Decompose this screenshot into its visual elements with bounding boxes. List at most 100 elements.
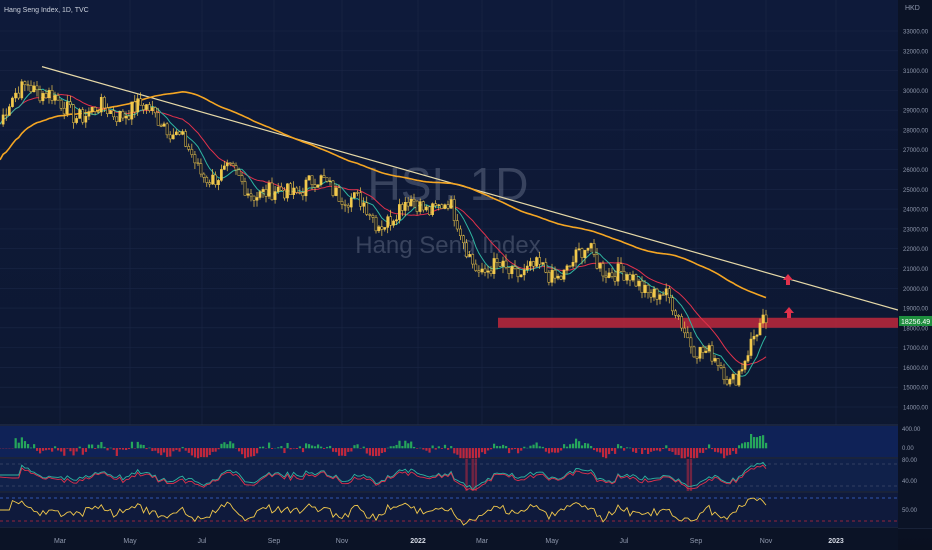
candle-body	[631, 274, 635, 281]
histogram-bar	[650, 448, 653, 452]
candle-body	[574, 249, 578, 263]
candle-body	[522, 269, 526, 276]
histogram-bar	[683, 448, 686, 459]
histogram-bar	[323, 448, 326, 449]
candle-body	[286, 183, 289, 199]
price-tick-label: 16000.00	[903, 366, 929, 372]
candle-body	[20, 81, 24, 99]
histogram-bar	[689, 448, 693, 459]
histogram-bar	[578, 441, 581, 449]
candle-body	[580, 248, 584, 258]
candle-body	[532, 261, 535, 267]
candle-body	[707, 345, 711, 352]
histogram-bar	[133, 448, 136, 449]
histogram-bar	[547, 448, 551, 454]
candle-body	[431, 203, 434, 216]
candle-body	[452, 199, 456, 221]
histogram-bar	[220, 443, 223, 449]
candle-body	[340, 201, 344, 205]
histogram-bar	[563, 444, 566, 449]
candle-body	[704, 350, 708, 353]
histogram-bar	[190, 448, 194, 456]
momentum-histogram	[0, 434, 768, 459]
histogram-bar	[419, 447, 422, 449]
candle-body	[664, 288, 668, 296]
histogram-bar	[665, 445, 668, 449]
histogram-bar	[359, 448, 362, 449]
histogram-bar	[395, 444, 398, 449]
histogram-bar	[81, 448, 84, 455]
candle-body	[731, 374, 735, 380]
histogram-bar	[142, 444, 145, 449]
histogram-bar	[87, 444, 91, 449]
candle-body	[504, 260, 508, 268]
histogram-bar	[523, 446, 526, 449]
candle-body	[667, 288, 671, 298]
candle-body	[325, 177, 329, 182]
candle-body	[519, 274, 523, 278]
candle-body	[655, 288, 659, 300]
candle-body	[722, 367, 726, 380]
histogram-bar	[699, 448, 702, 453]
candle-body	[11, 97, 14, 107]
candle-body	[589, 243, 593, 249]
candle-body	[661, 294, 665, 296]
histogram-bar	[641, 448, 644, 455]
candle-body	[145, 104, 148, 110]
candle-body	[440, 204, 444, 209]
candle-body	[547, 272, 551, 283]
histogram-bar	[434, 448, 437, 450]
candle-body	[187, 146, 191, 150]
histogram-bar	[484, 448, 487, 454]
candle-body	[304, 179, 308, 197]
histogram-bar	[720, 448, 723, 454]
price-tick-label: 33000.00	[903, 30, 929, 36]
histogram-bar	[538, 446, 541, 449]
candle-body	[168, 134, 172, 140]
histogram-bar	[347, 448, 350, 452]
time-axis[interactable]	[0, 528, 898, 550]
histogram-bar	[575, 438, 578, 449]
histogram-bar	[431, 445, 434, 449]
histogram-bar	[392, 446, 395, 449]
histogram-bar	[747, 442, 750, 449]
candle-body	[44, 93, 48, 99]
candle-body	[559, 275, 563, 280]
price-axis[interactable]	[898, 0, 932, 528]
candle-body	[7, 106, 11, 116]
candle-body	[246, 193, 250, 196]
histogram-bar	[529, 445, 532, 449]
histogram-bar	[36, 448, 39, 451]
histogram-bar	[30, 447, 33, 449]
candle-body	[313, 184, 317, 188]
histogram-bar	[103, 446, 106, 449]
histogram-bar	[401, 446, 404, 449]
histogram-bar	[160, 448, 163, 456]
histogram-bar	[596, 448, 599, 452]
candle-body	[165, 123, 169, 136]
candle-body	[353, 192, 356, 199]
candle-body	[81, 109, 85, 123]
candle-body	[205, 177, 209, 183]
histogram-bar	[626, 447, 629, 449]
candle-body	[310, 175, 314, 185]
candle-body	[334, 187, 338, 196]
histogram-bar	[202, 448, 206, 458]
candle-body	[418, 201, 422, 212]
candle-body	[359, 192, 362, 207]
price-tick-label: 31000.00	[903, 69, 929, 75]
candle-body	[604, 275, 608, 278]
time-label: 2022	[410, 538, 426, 545]
histogram-bar	[205, 448, 208, 458]
histogram-bar	[453, 448, 456, 454]
candle-body	[544, 262, 548, 273]
price-tick-label: 20000.00	[903, 287, 929, 293]
candle-body	[462, 235, 465, 244]
histogram-bar	[14, 438, 17, 449]
histogram-bar	[714, 448, 717, 452]
histogram-bar	[250, 448, 253, 457]
candle-body	[737, 370, 741, 386]
histogram-bar	[45, 448, 48, 451]
candle-body	[658, 294, 662, 300]
